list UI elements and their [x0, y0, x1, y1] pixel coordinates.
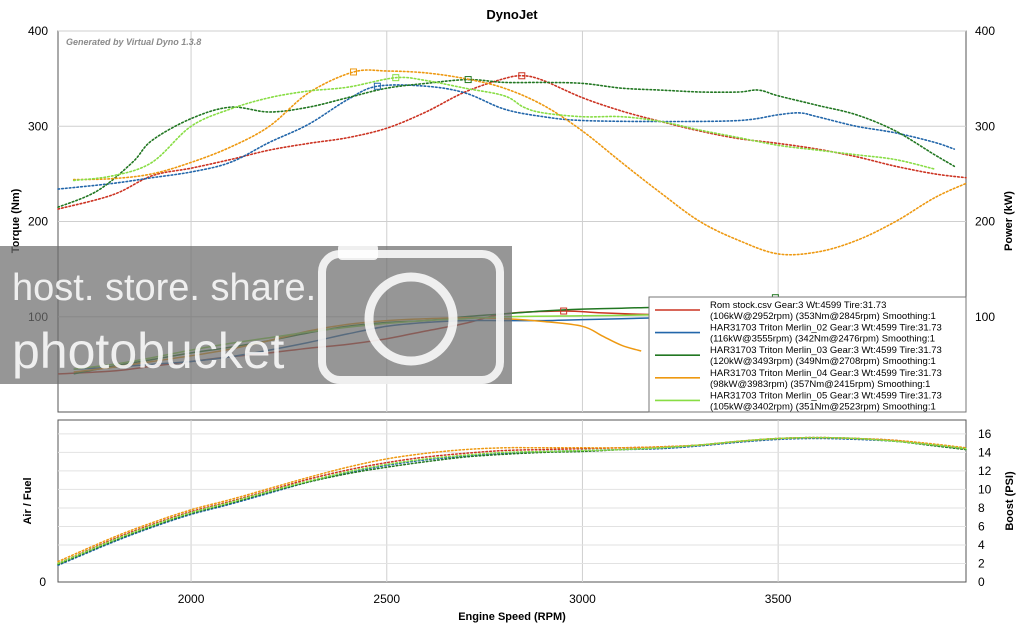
legend-entry-name: HAR31703 Triton Merlin_03 Gear:3 Wt:4599…	[710, 345, 942, 356]
photobucket-watermark: host. store. share. photobucket	[0, 244, 512, 384]
torque-axis-title: Torque (Nm)	[10, 188, 22, 253]
boost-line-series-4	[57, 436, 967, 565]
peak-marker	[518, 72, 526, 80]
airfuel-boost-panel	[57, 419, 967, 583]
boost-tick-label: 14	[978, 445, 992, 459]
torque-line-series-2	[57, 78, 956, 208]
power-axis-title: Power (kW)	[1003, 191, 1015, 251]
torque-tick-label: 300	[28, 119, 48, 133]
legend-entry-summary: (116kW@3555rpm) (342Nm@2476rpm) Smoothin…	[710, 334, 935, 345]
power-tick-label: 300	[975, 119, 995, 133]
x-tick-label: 3000	[569, 592, 596, 606]
power-tick-label: 100	[975, 310, 995, 324]
x-axis-title: Engine Speed (RPM)	[458, 611, 566, 623]
torque-line-series-1	[57, 84, 956, 190]
boost-tick-label: 6	[978, 519, 985, 533]
peak-marker	[373, 82, 381, 90]
legend-entry-name: Rom stock.csv Gear:3 Wt:4599 Tire:31.73	[710, 300, 886, 311]
generator-label: Generated by Virtual Dyno 1.3.8	[66, 37, 201, 47]
chart-title: DynoJet	[486, 7, 538, 22]
airfuel-axis-title: Air / Fuel	[22, 477, 34, 524]
power-tick-label: 400	[975, 24, 995, 38]
legend-entry-summary: (98kW@3983rpm) (357Nm@2415rpm) Smoothing…	[710, 379, 930, 390]
x-tick-label: 3500	[765, 592, 792, 606]
watermark-brand: photobucket	[12, 323, 285, 379]
torque-line-series-0	[57, 74, 967, 210]
boost-tick-label: 12	[978, 464, 992, 478]
power-tick-label: 200	[975, 215, 995, 229]
boost-tick-label: 16	[978, 427, 992, 441]
peak-marker	[464, 76, 472, 84]
legend-box	[648, 296, 967, 413]
legend-entry-name: HAR31703 Triton Merlin_02 Gear:3 Wt:4599…	[710, 323, 942, 334]
x-tick-label: 2500	[373, 592, 400, 606]
axis-ticks: 2000250030003500400300200100400300200100…	[28, 24, 995, 606]
torque-line-series-3	[72, 69, 967, 256]
boost-line-series-1	[57, 437, 967, 567]
peak-marker	[349, 68, 357, 76]
x-tick-label: 2000	[178, 592, 205, 606]
torque-tick-label: 200	[28, 215, 48, 229]
boost-tick-label: 10	[978, 482, 992, 496]
legend-entry-summary: (105kW@3402rpm) (351Nm@2523rpm) Smoothin…	[710, 401, 936, 412]
torque-line-series-4	[72, 76, 936, 182]
legend-entry-summary: (106kW@2952rpm) (353Nm@2845rpm) Smoothin…	[710, 311, 936, 322]
torque-tick-label: 400	[28, 24, 48, 38]
bottom-panel-series	[57, 436, 967, 567]
legend-entry-name: HAR31703 Triton Merlin_05 Gear:3 Wt:4599…	[710, 390, 942, 401]
boost-tick-label: 0	[978, 575, 985, 589]
boost-tick-label: 2	[978, 556, 985, 570]
legend-entry-name: HAR31703 Triton Merlin_04 Gear:3 Wt:4599…	[710, 368, 942, 379]
boost-axis-title: Boost (PSI)	[1004, 471, 1016, 531]
boost-tick-label: 4	[978, 538, 985, 552]
boost-tick-label: 8	[978, 501, 985, 515]
watermark-tagline: host. store. share.	[12, 267, 316, 309]
legend-entry-summary: (120kW@3493rpm) (349Nm@2708rpm) Smoothin…	[710, 356, 936, 367]
camera-icon	[318, 244, 504, 384]
airfuel-tick-label: 0	[39, 575, 46, 589]
legend: Rom stock.csv Gear:3 Wt:4599 Tire:31.73(…	[648, 296, 967, 413]
peak-marker	[560, 307, 568, 315]
peak-marker	[392, 74, 400, 82]
